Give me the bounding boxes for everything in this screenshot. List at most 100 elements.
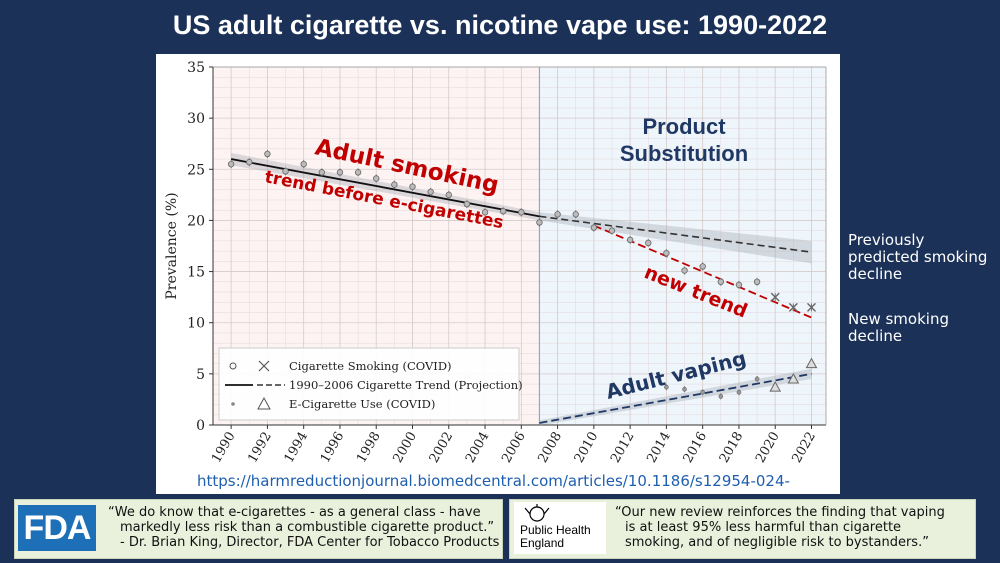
ecig-point: [664, 384, 669, 390]
cigarette-point: [318, 169, 326, 176]
x-tick-label: 2020: [753, 430, 783, 466]
x-tick-label: 1992: [245, 430, 275, 466]
cigarette-point: [717, 278, 725, 285]
x-tick-label: 2000: [390, 430, 420, 466]
cigarette-point: [681, 267, 688, 274]
substitution-region: [539, 67, 826, 425]
x-tick-label: 2006: [499, 430, 529, 466]
x-tick-label: 2012: [608, 430, 638, 466]
cigarette-point: [373, 175, 380, 182]
y-tick-label: 10: [187, 316, 205, 332]
y-axis-label: Prevalence (%): [164, 192, 180, 299]
ecig-point: [754, 376, 760, 382]
cigarette-point: [554, 211, 561, 218]
cigarette-point: [427, 188, 434, 195]
ecig-point-covid: [805, 357, 818, 369]
phe-logo-line-2: England: [520, 536, 565, 550]
ecig-point-covid: [769, 381, 782, 392]
fda-quote-line-3: - Dr. Brian King, Director, FDA Center f…: [120, 535, 500, 550]
cigarette-point: [246, 158, 253, 166]
fda-quote: “We do know that e-cigarettes - as a gen…: [108, 505, 499, 550]
ecig-point: [700, 389, 705, 395]
legend-circle-marker: [229, 362, 237, 370]
cigarette-point-covid: [770, 292, 780, 302]
cigarette-point: [354, 169, 362, 176]
cigarette-point: [409, 183, 416, 190]
legend-dot-marker: [231, 402, 235, 406]
historic-trend-band: [231, 152, 540, 221]
legend-label: E-Cigarette Use (COVID): [289, 397, 435, 411]
historic-trend-line: [230, 158, 540, 218]
cigarette-point-covid: [788, 302, 798, 312]
vaping-trend-band: [539, 368, 812, 426]
phe-quote: “Our new review reinforces the finding t…: [615, 505, 945, 550]
previously-predicted-note: Previously predicted smoking decline: [848, 232, 987, 283]
cigarette-point: [699, 263, 706, 270]
x-tick-label: 1994: [282, 430, 312, 466]
phe-logo: Public Health England: [514, 502, 606, 554]
legend-triangle-marker: [257, 396, 271, 410]
legend-label: Cigarette Smoking (COVID): [289, 359, 452, 373]
cigarette-point: [282, 168, 289, 175]
projection-trend-line: [539, 215, 812, 253]
cigarette-point-covid: [806, 302, 816, 312]
x-tick-label: 2004: [463, 430, 493, 466]
cigarette-point: [300, 160, 307, 168]
fda-quote-line-1: “We do know that e-cigarettes - as a gen…: [108, 505, 481, 520]
cigarette-point: [227, 160, 235, 168]
y-tick-label: 0: [196, 418, 205, 434]
cigarette-point: [663, 249, 670, 257]
x-tick-label: 2016: [681, 430, 711, 466]
cigarette-point: [735, 281, 743, 289]
y-tick-label: 25: [187, 162, 205, 178]
x-tick-label: 1998: [354, 430, 384, 466]
cigarette-point: [590, 224, 598, 231]
cigarette-point: [536, 219, 543, 226]
legend-x-marker: [258, 360, 270, 372]
ecig-point: [718, 394, 724, 399]
cigarette-point: [445, 191, 452, 199]
legend-label: 1990–2006 Cigarette Trend (Projection): [289, 378, 523, 392]
x-tick-label: 2022: [789, 430, 819, 466]
new-decline-line-2: decline: [848, 327, 903, 345]
previously-line-2: predicted smoking: [848, 248, 988, 266]
x-tick-label: 1990: [209, 430, 239, 466]
vaping-trend-line: [539, 372, 812, 424]
phe-logo-line-1: Public Health: [520, 523, 591, 537]
phe-quote-line-3: smoking, and of negligible risk to bysta…: [625, 535, 929, 550]
x-tick-label: 2008: [536, 430, 566, 466]
previously-line-3: decline: [848, 265, 903, 283]
y-tick-label: 20: [187, 213, 205, 229]
cigarette-point: [499, 208, 507, 215]
x-tick-label: 2010: [572, 430, 602, 466]
product-substitution-line-2: Substitution: [620, 141, 748, 166]
cigarette-point: [626, 236, 634, 244]
cigarette-point: [463, 200, 471, 208]
crest-icon: [524, 504, 550, 522]
cigarette-point: [336, 169, 344, 176]
ecig-point: [682, 386, 687, 392]
phe-logo-text: Public Health England: [520, 524, 591, 550]
x-tick-label: 2014: [644, 430, 674, 466]
cigarette-point: [572, 211, 579, 218]
ecig-point-covid: [787, 372, 800, 384]
cigarette-point: [645, 239, 652, 247]
previously-line-1: Previously: [848, 231, 925, 249]
phe-quote-line-2: is at least 95% less harmful than cigare…: [625, 520, 902, 535]
fda-logo: FDA: [18, 505, 96, 551]
y-tick-label: 15: [187, 265, 205, 281]
x-tick-label: 1996: [318, 430, 348, 466]
source-url[interactable]: https://harmreductionjournal.biomedcentr…: [197, 472, 790, 490]
x-tick-label: 2018: [717, 430, 747, 466]
y-tick-label: 35: [187, 60, 205, 76]
cigarette-point: [481, 209, 489, 216]
fda-quote-line-2: markedly less risk than a combustible ci…: [120, 520, 495, 535]
new-decline-note: New smoking decline: [848, 311, 949, 345]
phe-quote-line-1: “Our new review reinforces the finding t…: [615, 505, 945, 520]
cigarette-point: [264, 150, 271, 158]
new-decline-line-1: New smoking: [848, 310, 949, 328]
cigarette-point: [753, 278, 761, 285]
y-tick-label: 30: [187, 111, 205, 127]
cigarette-point: [391, 181, 398, 188]
